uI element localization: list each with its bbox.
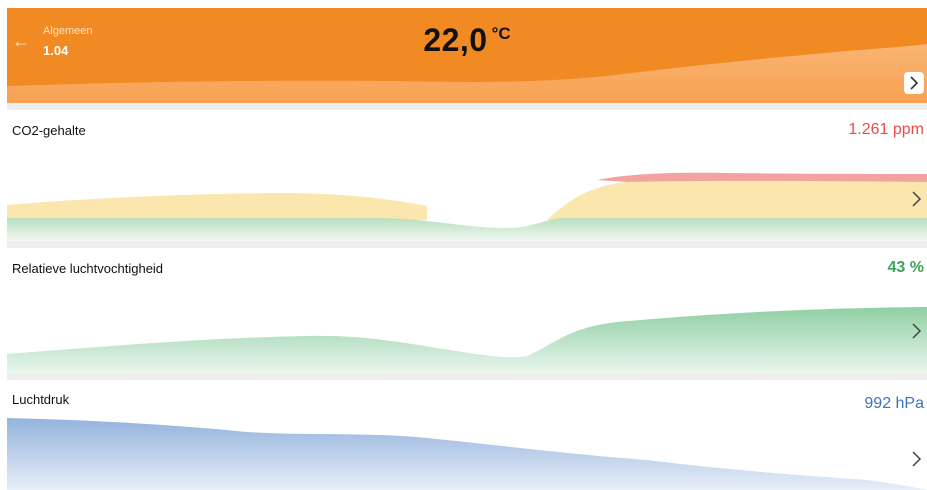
temperature-trend-graph	[7, 44, 927, 103]
temperature-reading: 22,0 °C	[7, 22, 927, 59]
co2-label: CO2-gehalte	[12, 123, 86, 138]
co2-card[interactable]: CO2-gehalte 1.261 ppm	[7, 110, 927, 241]
chevron-right-icon[interactable]	[909, 190, 923, 208]
breadcrumb-parent[interactable]: Algemeen	[43, 25, 93, 37]
temperature-value: 22,0	[423, 22, 488, 58]
chevron-right-icon	[910, 76, 919, 90]
temperature-header[interactable]: ← Algemeen 1.04 22,0 °C	[7, 8, 927, 103]
pressure-card[interactable]: Luchtdruk 992 hPa	[7, 380, 927, 490]
climate-dashboard: ← Algemeen 1.04 22,0 °C CO2-gehalte 1.261…	[7, 8, 927, 490]
temperature-details-button[interactable]	[904, 72, 924, 94]
humidity-reading: 43 %	[887, 259, 924, 276]
room-name: 1.04	[43, 43, 69, 58]
pressure-reading: 992 hPa	[864, 395, 924, 412]
humidity-card[interactable]: Relatieve luchtvochtigheid 43 %	[7, 248, 927, 373]
pressure-label: Luchtdruk	[12, 392, 70, 407]
chevron-right-icon[interactable]	[909, 450, 923, 468]
humidity-label: Relatieve luchtvochtigheid	[12, 261, 164, 276]
co2-reading: 1.261 ppm	[848, 121, 924, 138]
back-arrow-icon[interactable]: ←	[12, 31, 30, 51]
temperature-unit: °C	[491, 24, 511, 43]
co2-trend-graph	[7, 172, 927, 241]
chevron-right-icon[interactable]	[909, 322, 923, 340]
divider	[7, 103, 927, 110]
pressure-trend-graph	[7, 418, 927, 490]
divider	[7, 373, 927, 380]
humidity-trend-graph	[7, 307, 927, 373]
divider	[7, 241, 927, 248]
